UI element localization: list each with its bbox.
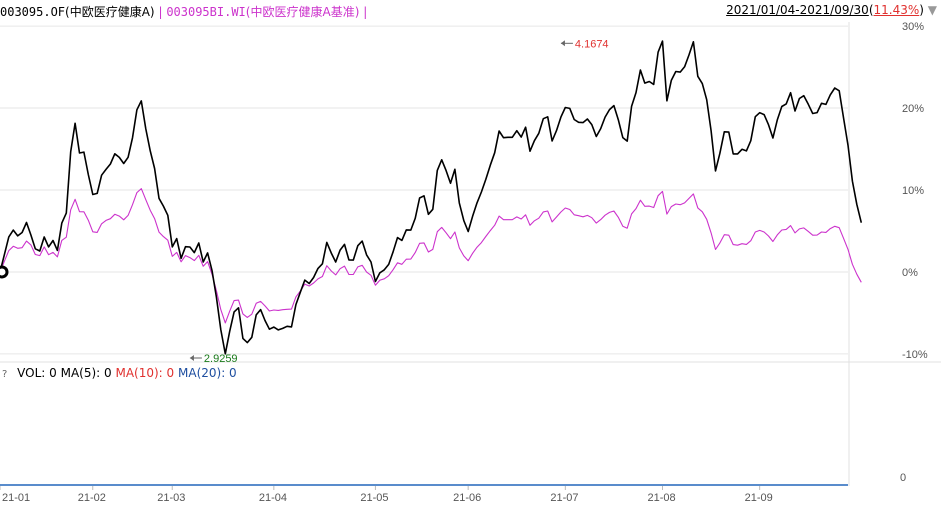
- benchmark-code[interactable]: 003095BI.WI: [166, 5, 246, 19]
- x-tick-label: 21-07: [550, 492, 578, 504]
- fund-code[interactable]: 003095.OF: [0, 5, 66, 19]
- fund-line[interactable]: [0, 40, 863, 355]
- x-tick-label: 21-03: [157, 492, 185, 504]
- volume-zero-label: 0: [900, 472, 906, 484]
- y-tick-label: 0%: [902, 267, 918, 279]
- annotation-arrow-icon: [189, 355, 194, 361]
- header-separator: |: [158, 5, 163, 19]
- x-tick-label: 21-05: [360, 492, 388, 504]
- dropdown-triangle-icon[interactable]: ▼: [927, 3, 937, 17]
- ma10-label: MA(10): 0: [115, 366, 175, 380]
- fund-name[interactable]: (中欧医疗健康A): [65, 5, 155, 19]
- min-value-label: 2.9259: [204, 353, 238, 365]
- period-return: 11.43%: [873, 3, 920, 17]
- volume-indicator-bar: ? VOL: 0 MA(5): 0 MA(10): 0 MA(20): 0: [2, 366, 237, 380]
- ma20-label: MA(20): 0: [178, 366, 237, 380]
- annotation-arrow-icon: [560, 40, 565, 47]
- benchmark-line[interactable]: [0, 188, 862, 324]
- chart-header: 003095.OF(中欧医疗健康A) | 003095BI.WI(中欧医疗健康A…: [0, 3, 367, 20]
- x-tick-label: 21-08: [648, 492, 676, 504]
- y-tick-label: 10%: [902, 185, 924, 197]
- x-tick-label: 21-06: [453, 492, 481, 504]
- x-tick-label: 21-02: [78, 492, 106, 504]
- date-range-display[interactable]: 2021/01/04-2021/09/30(11.43%) ▼: [726, 3, 937, 17]
- y-tick-label: -10%: [902, 349, 928, 361]
- benchmark-name[interactable]: (中欧医疗健康A基准): [245, 5, 360, 19]
- y-tick-label: 20%: [902, 103, 924, 115]
- x-tick-label: 21-04: [259, 492, 287, 504]
- help-question-mark[interactable]: ?: [2, 369, 8, 380]
- max-value-label: 4.1674: [575, 38, 609, 50]
- vol-label: VOL: 0: [17, 366, 57, 380]
- x-tick-label: 21-01: [2, 492, 30, 504]
- start-marker: [0, 265, 9, 279]
- header-separator-2: |: [363, 5, 368, 19]
- ma5-label: MA(5): 0: [60, 366, 112, 380]
- x-tick-label: 21-09: [745, 492, 773, 504]
- date-range[interactable]: 2021/01/04-2021/09/30: [726, 3, 869, 17]
- y-tick-label: 30%: [902, 21, 924, 33]
